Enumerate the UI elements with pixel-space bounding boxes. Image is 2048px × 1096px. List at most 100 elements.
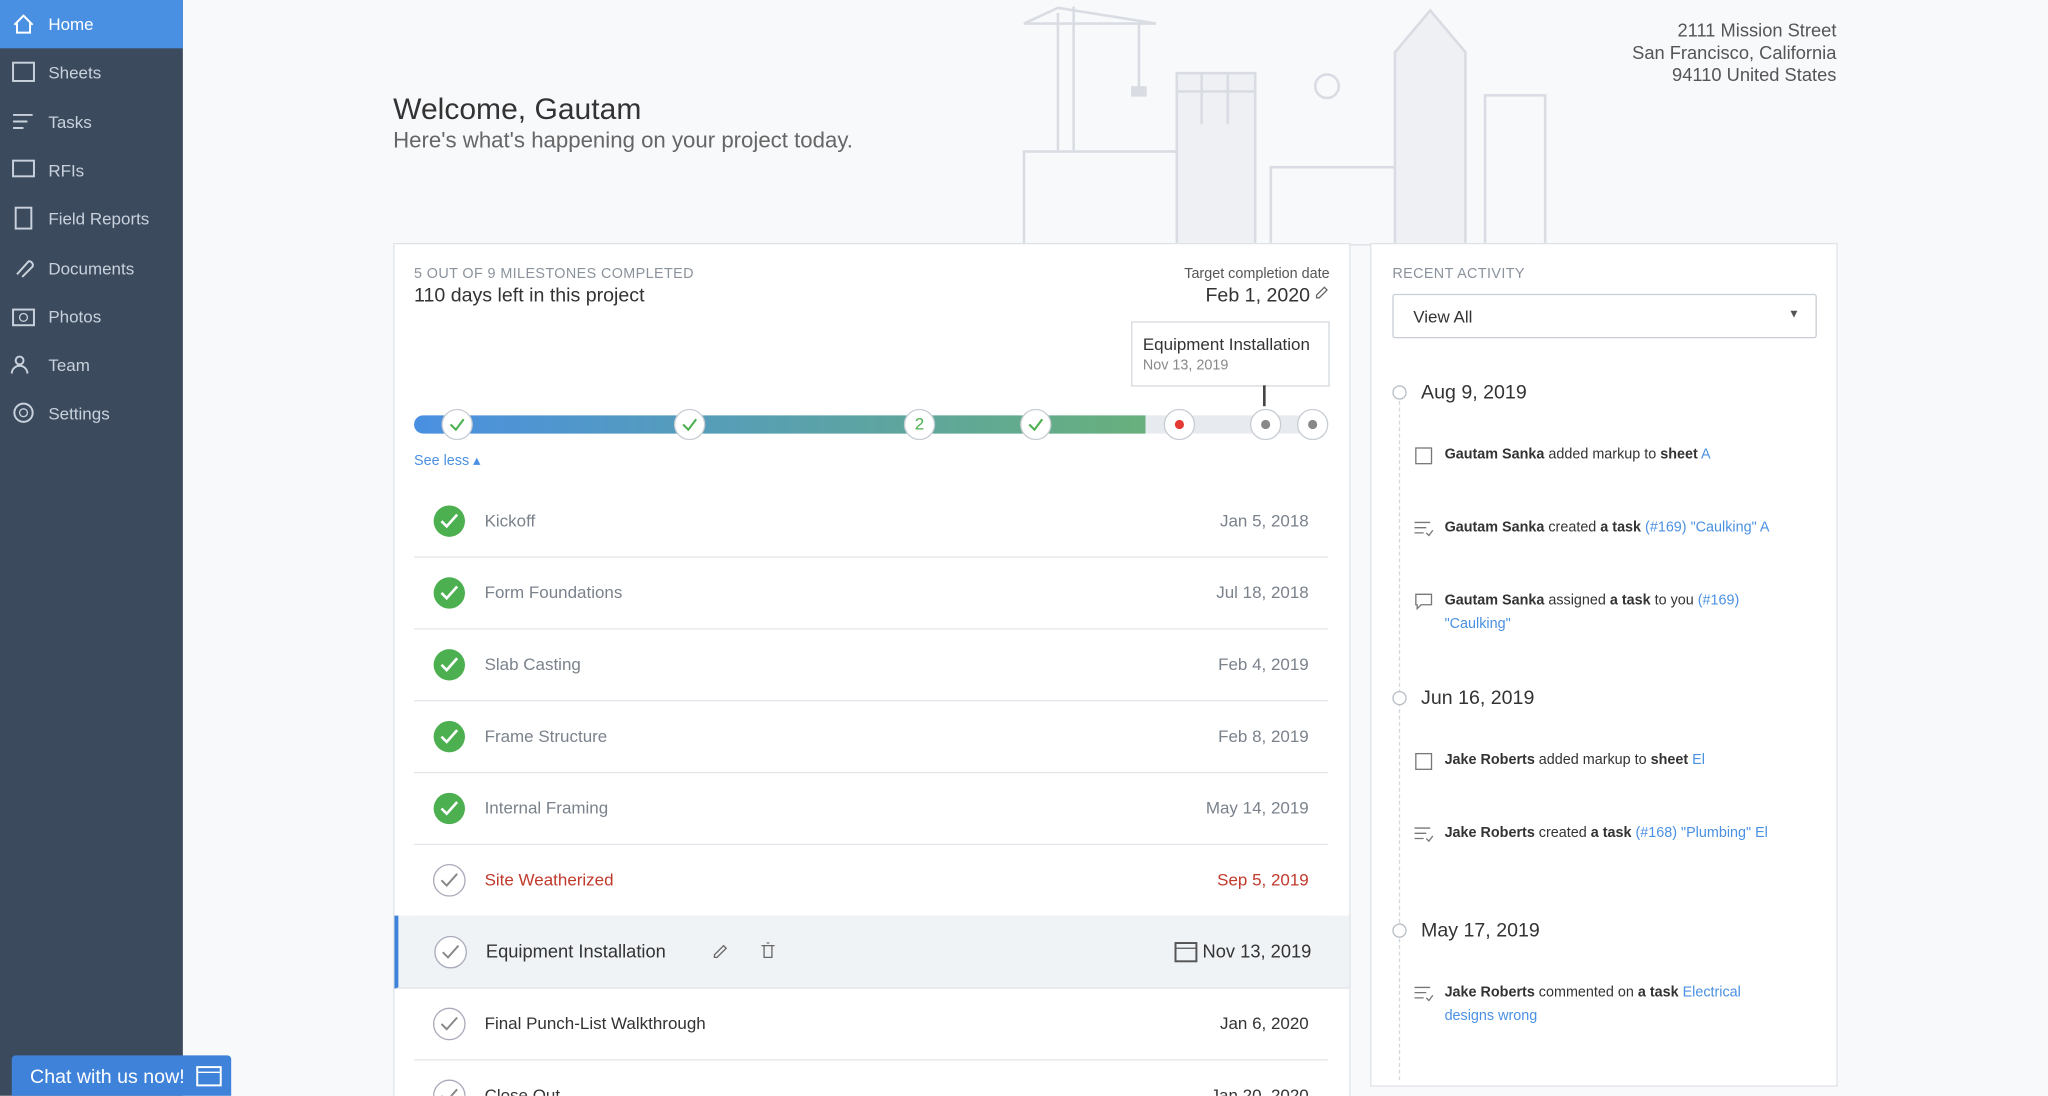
milestone-row[interactable]: Site Weatherized Sep 5, 2019 xyxy=(414,844,1329,917)
activity-text: Gautam Sanka assigned a task to you (#16… xyxy=(1445,589,1791,636)
activity-text: Jake Roberts created a task (#168) "Plum… xyxy=(1445,822,1791,846)
milestone-name: Equipment Installation xyxy=(485,940,666,962)
milestone-row[interactable]: Close Out Jan 20, 2020 xyxy=(414,1059,1328,1096)
activity-segment: sheet xyxy=(1650,752,1689,768)
nav-label[interactable]: Documents xyxy=(48,257,135,278)
activity-segment[interactable]: El xyxy=(1688,752,1705,768)
activity-icon xyxy=(1415,752,1433,770)
milestone-row[interactable]: Slab Casting Feb 4, 2019 xyxy=(414,628,1329,702)
address-line: San Francisco, California xyxy=(1632,41,1837,63)
nav-item[interactable]: Home xyxy=(0,0,183,49)
activity-icon xyxy=(1414,827,1434,843)
timeline-marker xyxy=(1163,408,1196,441)
nav-item[interactable]: Photos xyxy=(0,292,183,340)
activity-segment[interactable]: (#169) "Caulking" A xyxy=(1641,519,1770,536)
milestone-date: Jul 18, 2018 xyxy=(1216,582,1309,603)
activity-segment[interactable]: (#169) "Caulking" xyxy=(1444,592,1740,633)
milestone-row[interactable]: Frame Structure Feb 8, 2019 xyxy=(414,700,1329,774)
milestone-name: Close Out xyxy=(484,1085,561,1096)
nav-label[interactable]: Field Reports xyxy=(48,209,150,229)
nav-icon xyxy=(13,403,34,424)
target-label: Target completion date xyxy=(1184,266,1330,283)
check-outline xyxy=(432,1007,466,1041)
check-filled xyxy=(433,792,465,825)
nav-label[interactable]: RFIs xyxy=(48,160,85,181)
check-outline xyxy=(432,1079,466,1096)
nav-label[interactable]: Settings xyxy=(48,404,110,424)
nav-icon xyxy=(10,355,29,374)
activity-text: Gautam Sanka created a task (#169) "Caul… xyxy=(1445,516,1791,540)
tooltip-date: Nov 13, 2019 xyxy=(1142,357,1229,374)
nav-item[interactable]: Documents xyxy=(0,244,183,292)
milestone-name: Internal Framing xyxy=(484,798,609,818)
activity-segment[interactable]: A xyxy=(1697,446,1711,463)
nav-icon xyxy=(12,62,35,83)
nav-item[interactable]: RFIs xyxy=(0,146,183,194)
date-dot xyxy=(1392,690,1407,706)
timeline-marker xyxy=(441,408,473,441)
nav-item[interactable]: Tasks xyxy=(0,97,183,145)
chat-text[interactable]: Chat with us now! xyxy=(30,1065,185,1088)
see-less[interactable]: See less ▴ xyxy=(414,453,481,469)
nav-label[interactable]: Team xyxy=(48,355,90,375)
chat-button[interactable]: Chat with us now! xyxy=(11,1055,232,1096)
nav-icon xyxy=(12,308,35,326)
activity-filter[interactable]: View All ▼ xyxy=(1392,293,1817,339)
milestone-name: Site Weatherized xyxy=(484,869,614,890)
activity-segment: Jake Roberts xyxy=(1444,752,1535,768)
check-filled xyxy=(433,505,465,537)
activity-segment[interactable]: Electrical designs wrong xyxy=(1444,984,1741,1024)
address-line: 2111 Mission Street xyxy=(1677,19,1837,41)
nav-label[interactable]: Photos xyxy=(48,306,102,327)
edit-icon[interactable] xyxy=(1314,285,1330,301)
activity-text: Jake Roberts commented on a task Electri… xyxy=(1445,981,1791,1028)
activity-segment: sheet xyxy=(1660,446,1698,463)
activity-text: Jake Roberts added markup to sheet El xyxy=(1445,748,1791,772)
nav-item[interactable]: Team xyxy=(0,341,183,389)
activity-segment: added markup to xyxy=(1544,446,1661,463)
milestone-date: Jan 20, 2020 xyxy=(1210,1085,1309,1096)
edit-icon xyxy=(713,944,728,959)
activity-segment: created xyxy=(1544,519,1601,536)
nav-label[interactable]: Tasks xyxy=(48,111,92,132)
dropdown-caret[interactable]: ▼ xyxy=(1788,306,1800,320)
timeline-marker xyxy=(1296,408,1329,441)
activity-segment[interactable]: (#168) "Plumbing" El xyxy=(1631,825,1768,842)
days-left: 110 days left in this project xyxy=(414,284,645,307)
see-less-text[interactable]: See less xyxy=(414,453,470,469)
activity-segment: Gautam Sanka xyxy=(1444,519,1545,536)
nav-item[interactable]: Sheets xyxy=(0,49,183,97)
check-filled xyxy=(433,649,465,681)
milestone-date: Feb 4, 2019 xyxy=(1218,654,1309,674)
milestone-date: Feb 8, 2019 xyxy=(1218,726,1309,746)
chat-icon[interactable] xyxy=(196,1066,222,1087)
activity-segment: created xyxy=(1534,825,1591,842)
activity-date: Aug 9, 2019 xyxy=(1421,381,1527,404)
activity-segment: Gautam Sanka xyxy=(1444,592,1545,609)
milestone-summary: 5 OUT OF 9 MILESTONES COMPLETED xyxy=(414,266,694,283)
filter-text[interactable]: View All xyxy=(1413,306,1473,327)
address: 2111 Mission Street San Francisco, Califo… xyxy=(1632,20,1836,87)
milestone-name: Form Foundations xyxy=(484,582,623,603)
milestone-date: Sep 5, 2019 xyxy=(1217,869,1309,890)
milestone-row[interactable]: Kickoff Jan 5, 2018 xyxy=(414,485,1329,558)
activity-segment: to you xyxy=(1650,592,1698,609)
milestone-date: Jan 6, 2020 xyxy=(1219,1013,1309,1034)
activity-card: RECENT ACTIVITY View All ▼ Aug 9, 2019 Ga… xyxy=(1370,242,1838,1087)
timeline-marker xyxy=(1249,408,1282,441)
nav-label[interactable]: Home xyxy=(48,14,94,34)
activity-segment: Gautam Sanka xyxy=(1444,446,1545,463)
activity-icon xyxy=(1415,447,1433,465)
milestone-row[interactable]: Final Punch-List Walkthrough Jan 6, 2020 xyxy=(414,987,1329,1061)
milestone-row[interactable]: Internal Framing May 14, 2019 xyxy=(414,772,1329,846)
timeline-marker xyxy=(1020,408,1052,441)
nav-item[interactable]: Field Reports xyxy=(0,195,183,243)
calendar-icon xyxy=(1174,942,1198,963)
nav-label[interactable]: Sheets xyxy=(48,63,102,83)
milestone-row[interactable]: Form Foundations Jul 18, 2018 xyxy=(414,556,1329,630)
milestone-row[interactable]: Equipment Installation Nov 13, 2019 xyxy=(394,915,1350,989)
activity-icon xyxy=(1414,521,1434,537)
date-dot xyxy=(1392,385,1407,400)
nav-item[interactable]: Settings xyxy=(0,390,183,438)
